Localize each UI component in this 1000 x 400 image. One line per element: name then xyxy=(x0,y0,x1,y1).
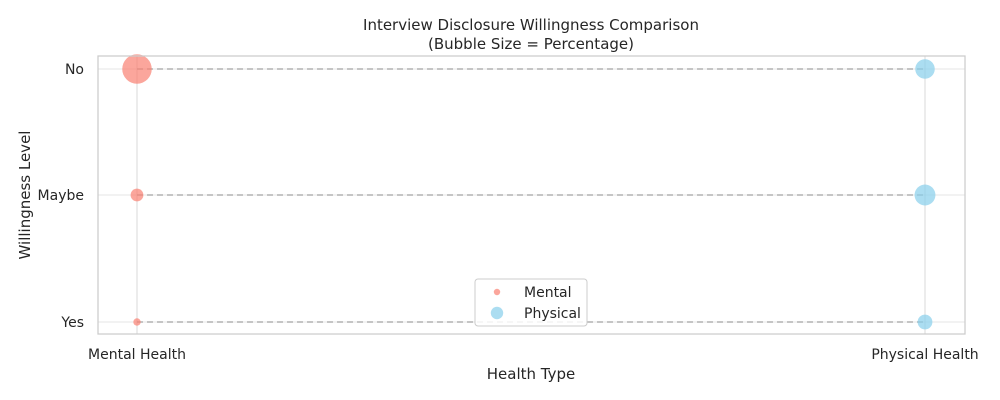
x-axis-label: Health Type xyxy=(487,365,575,383)
bubble-physical-yes xyxy=(917,314,933,330)
bubble-physical-no xyxy=(915,59,935,79)
bubbles xyxy=(122,54,936,330)
chart-title: Interview Disclosure Willingness Compari… xyxy=(363,16,699,34)
y-tick-label-maybe: Maybe xyxy=(38,188,84,204)
x-tick-labels: Mental Health Physical Health xyxy=(88,347,979,363)
plot-frame xyxy=(97,55,966,335)
y-tick-label-no: No xyxy=(65,62,84,78)
legend-marker-mental xyxy=(493,288,501,296)
legend-label-mental: Mental xyxy=(524,285,572,301)
y-axis-label: Willingness Level xyxy=(16,131,34,260)
y-tick-label-yes: Yes xyxy=(60,315,84,331)
legend-label-physical: Physical xyxy=(524,306,581,322)
y-tick-labels: Yes Maybe No xyxy=(38,62,84,331)
bubble-mental-yes xyxy=(133,318,141,326)
bubble-physical-maybe xyxy=(914,184,936,206)
x-tick-label-0: Mental Health xyxy=(88,347,186,363)
legend-marker-physical xyxy=(490,306,504,320)
x-tick-label-1: Physical Health xyxy=(871,347,978,363)
legend: Mental Physical xyxy=(474,278,588,327)
bubble-mental-no xyxy=(122,54,152,84)
bubble-mental-maybe xyxy=(130,188,144,202)
chart-subtitle: (Bubble Size = Percentage) xyxy=(428,35,634,53)
